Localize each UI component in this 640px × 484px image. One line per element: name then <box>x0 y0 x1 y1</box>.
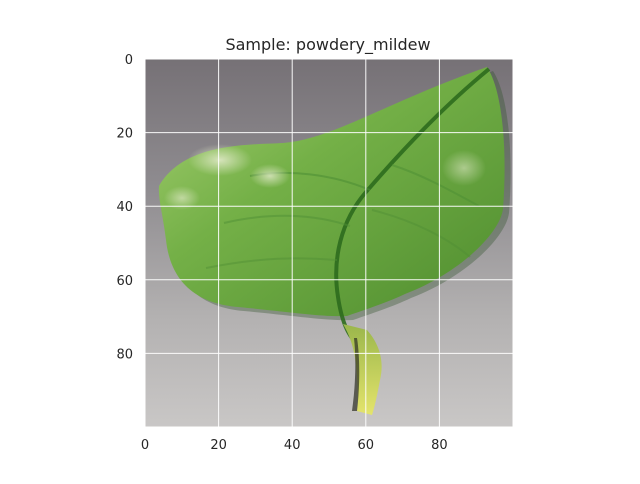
leaf-vein-2 <box>223 214 351 227</box>
mildew-patch-3 <box>164 186 200 210</box>
y-tick-labels: 0 20 40 60 80 <box>116 53 133 362</box>
y-tick-label: 0 <box>125 53 133 68</box>
leaf-vein-3 <box>205 257 338 269</box>
leaf-body <box>158 67 505 317</box>
x-tick-label: 60 <box>358 438 375 453</box>
leaf-vein-4 <box>391 164 480 207</box>
y-tick-label: 40 <box>116 200 133 215</box>
x-tick-label: 80 <box>431 438 448 453</box>
x-tick-label: 20 <box>210 438 227 453</box>
y-tick-label: 20 <box>116 127 133 142</box>
mildew-patch-1 <box>188 144 252 176</box>
y-tick-label: 60 <box>116 274 133 289</box>
mildew-patch-2 <box>250 164 290 188</box>
leaf-midrib <box>334 67 491 348</box>
y-tick-label: 80 <box>116 347 133 362</box>
axes-frame <box>144 58 514 428</box>
x-tick-label: 0 <box>141 438 149 453</box>
figure-title: Sample: powdery_mildew <box>225 35 430 55</box>
leaf-stem <box>343 324 382 415</box>
leaf-photo <box>145 59 513 427</box>
leaf-stem-shadow <box>352 338 360 411</box>
leaf-vein-5 <box>371 209 471 258</box>
x-tick-labels: 0 20 40 60 80 <box>141 438 448 453</box>
x-tick-label: 40 <box>284 438 301 453</box>
mildew-patch-4 <box>442 150 486 186</box>
